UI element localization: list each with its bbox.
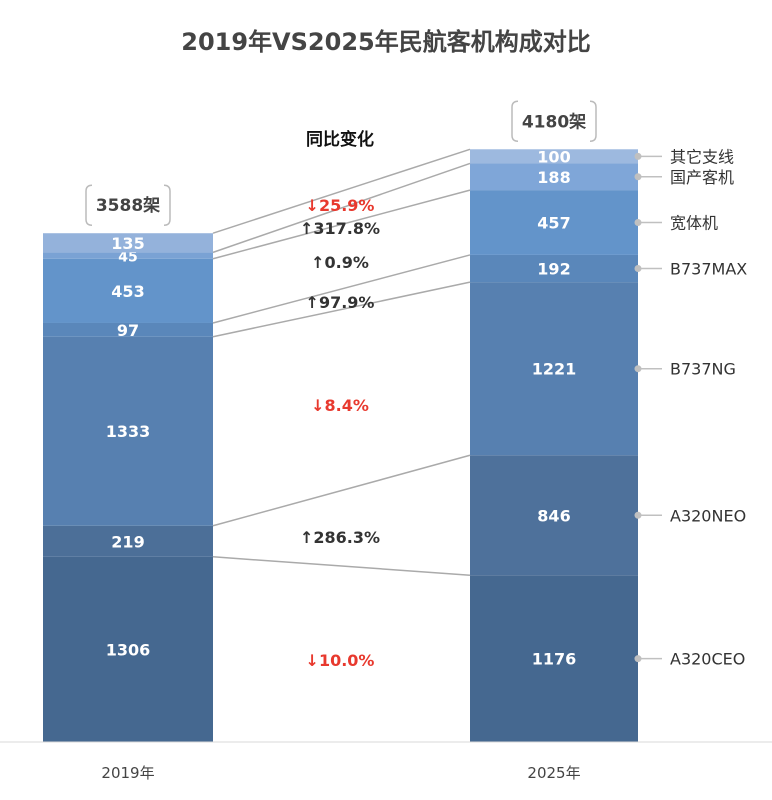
chart-title: 2019年VS2025年民航客机构成对比 <box>181 28 591 56</box>
bar-segment <box>470 282 638 456</box>
data-label: 100 <box>537 147 570 166</box>
total-label: 3588架 <box>96 195 160 216</box>
bar-segment <box>43 252 213 259</box>
bar-segment <box>470 163 638 191</box>
change-label: ↓10.0% <box>306 651 375 670</box>
legend-label: 国产客机 <box>670 168 734 187</box>
legend-marker <box>634 265 642 273</box>
connector-line <box>212 254 471 324</box>
legend-marker <box>634 173 642 181</box>
change-label: ↑97.9% <box>306 293 375 312</box>
bar-segment <box>470 254 638 283</box>
legend-marker <box>634 219 642 227</box>
bar-segment <box>43 336 213 526</box>
data-label: 192 <box>537 260 570 279</box>
total-label: 4180架 <box>522 111 586 132</box>
data-label: 1221 <box>532 360 577 379</box>
legend-marker <box>634 511 642 519</box>
bar-segment <box>43 556 213 742</box>
bar-segment <box>470 455 638 576</box>
data-label: 457 <box>537 214 570 233</box>
x-tick-label: 2025年 <box>527 764 580 782</box>
connector-line <box>212 148 471 234</box>
data-label: 219 <box>111 532 144 551</box>
change-label: ↓8.4% <box>311 396 369 415</box>
bar-segment <box>43 525 213 557</box>
legend-label: A320NEO <box>670 506 746 525</box>
connector-line <box>212 556 471 576</box>
legend-label: B737NG <box>670 360 736 379</box>
data-label: 846 <box>537 506 570 525</box>
data-label: 135 <box>111 234 144 253</box>
data-label: 1306 <box>106 640 151 659</box>
data-label: 1176 <box>532 650 577 669</box>
legend-marker <box>634 655 642 663</box>
connector-line <box>212 454 471 527</box>
data-label: 188 <box>537 168 570 187</box>
bar-segment <box>470 575 638 742</box>
data-label: 45 <box>118 250 137 266</box>
legend-label: A320CEO <box>670 650 745 669</box>
legend-marker <box>634 152 642 160</box>
bar-segment <box>470 190 638 255</box>
data-label: 453 <box>111 282 144 301</box>
data-label: 97 <box>117 321 139 340</box>
bar-segment <box>43 258 213 323</box>
connector-line <box>212 281 471 338</box>
legend-marker <box>634 365 642 373</box>
total-bracket <box>511 100 597 143</box>
x-tick-label: 2019年 <box>101 764 154 782</box>
bar-segment <box>470 149 638 164</box>
change-label: ↑317.8% <box>300 219 380 238</box>
bar-segment <box>43 322 213 337</box>
legend-label: B737MAX <box>670 260 747 279</box>
connector-line <box>212 162 471 254</box>
change-label: ↑0.9% <box>311 253 369 272</box>
chart-subtitle: 同比变化 <box>306 130 374 150</box>
bar-segment <box>43 233 213 253</box>
change-label: ↑286.3% <box>300 528 380 547</box>
legend-label: 其它支线 <box>670 147 734 166</box>
data-label: 1333 <box>106 422 151 441</box>
connector-line <box>212 189 471 260</box>
total-bracket <box>85 184 171 226</box>
legend-label: 宽体机 <box>670 214 718 233</box>
change-label: ↓25.9% <box>306 196 375 215</box>
